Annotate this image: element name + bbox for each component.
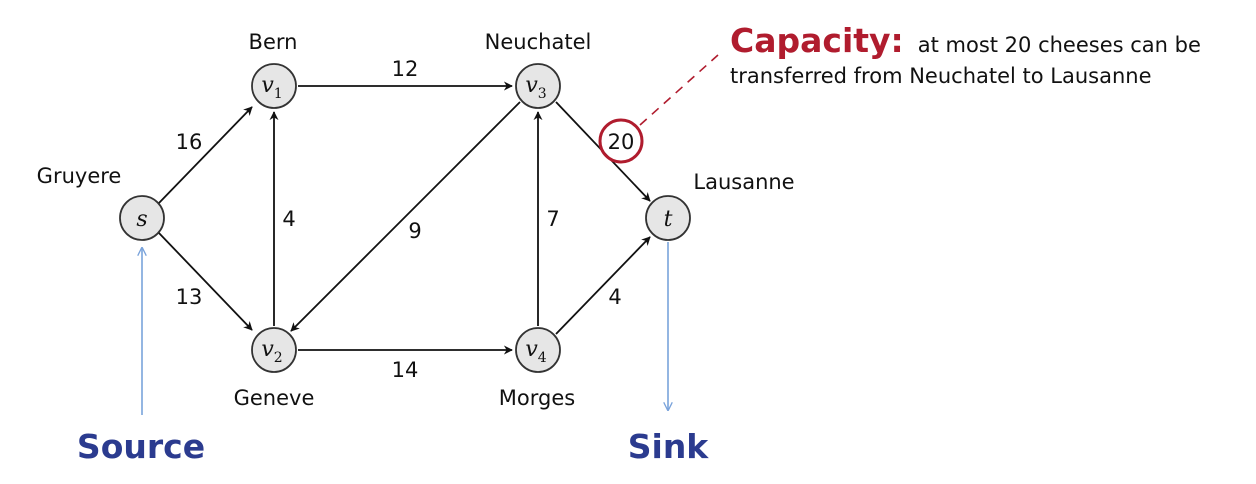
capacity-label-v4-t: 4	[608, 285, 621, 309]
capacity-label-v2-v4: 14	[392, 358, 419, 382]
city-label-gruyere: Gruyere	[37, 164, 122, 188]
node-t: t	[646, 196, 690, 240]
sink-label: Sink	[628, 427, 710, 466]
node-v1-subscript: 1	[274, 86, 283, 102]
node-v1-label: v	[261, 73, 274, 98]
city-label-bern: Bern	[249, 30, 298, 54]
annotation-line-1: at most 20 cheeses can be	[918, 33, 1201, 57]
city-label-geneve: Geneve	[234, 386, 315, 410]
node-v2-subscript: 2	[274, 350, 283, 366]
edge-s-v1	[158, 107, 252, 204]
node-v3: v3	[516, 64, 560, 108]
svg-text:Capacity:at most 20 cheeses ca: Capacity: at most 20 cheeses can be	[730, 21, 1201, 60]
edge-v3-v2	[291, 102, 520, 331]
node-t-label: t	[664, 207, 673, 232]
capacity-label-v3-v2: 9	[408, 219, 421, 243]
node-s: s	[120, 196, 164, 240]
capacity-label-s-v1: 16	[176, 130, 203, 154]
node-s-label: s	[136, 207, 147, 232]
capacity-label-v3-t: 20	[608, 130, 635, 154]
node-v3-label: v	[525, 73, 538, 98]
capacity-label-s-v2: 13	[176, 285, 203, 309]
city-label-morges: Morges	[499, 386, 575, 410]
node-v4: v4	[516, 328, 560, 372]
node-v1: v1	[252, 64, 296, 108]
node-v4-subscript: 4	[538, 350, 547, 366]
capacity-label-v4-v3: 7	[546, 207, 559, 231]
source-label: Source	[77, 427, 205, 466]
city-label-neuchatel: Neuchatel	[485, 30, 592, 54]
capacity-label-v1-v3: 12	[392, 57, 419, 81]
node-v3-subscript: 3	[538, 86, 547, 102]
edge-s-v2	[158, 232, 252, 330]
capacity-label-v2-v1: 4	[282, 207, 295, 231]
annotation-leader-line	[640, 55, 718, 125]
node-v2-label: v	[261, 337, 274, 362]
node-v4-label: v	[525, 337, 538, 362]
node-v2: v2	[252, 328, 296, 372]
city-label-lausanne: Lausanne	[693, 170, 794, 194]
annotation-heading: Capacity:	[730, 21, 904, 60]
edge-v4-t	[556, 237, 650, 334]
annotation-line-2: transferred from Neuchatel to Lausanne	[730, 64, 1152, 88]
